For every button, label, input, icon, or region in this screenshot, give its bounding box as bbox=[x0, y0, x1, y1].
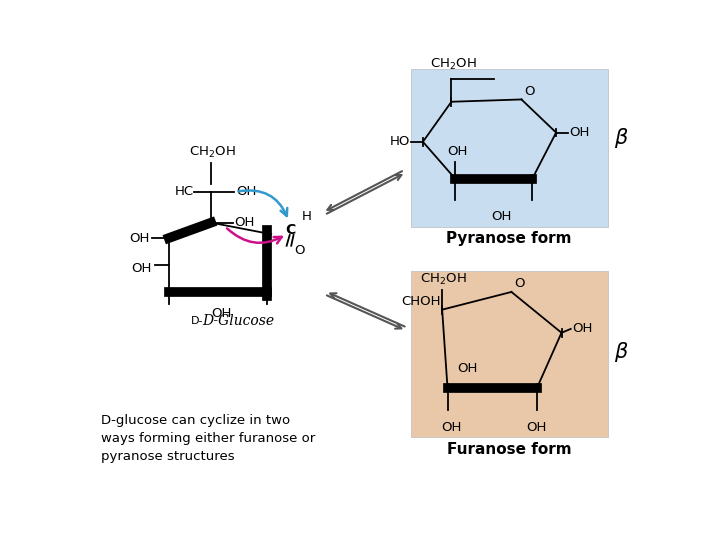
Text: OH: OH bbox=[441, 421, 462, 434]
Text: OH: OH bbox=[235, 185, 256, 198]
Text: D-Glucose: D-Glucose bbox=[202, 314, 274, 328]
Text: O: O bbox=[294, 244, 305, 257]
Text: CH$_2$OH: CH$_2$OH bbox=[430, 57, 476, 72]
Text: HC: HC bbox=[175, 185, 194, 198]
Text: OH: OH bbox=[132, 262, 152, 275]
Text: OH: OH bbox=[572, 322, 593, 335]
Text: β: β bbox=[614, 342, 627, 362]
Text: OH: OH bbox=[491, 210, 512, 222]
Text: Pyranose form: Pyranose form bbox=[446, 231, 572, 246]
Text: CH$_2$OH: CH$_2$OH bbox=[420, 272, 467, 287]
Text: H: H bbox=[302, 210, 312, 223]
Bar bbox=[411, 69, 608, 226]
Text: OH: OH bbox=[457, 362, 478, 375]
Text: HO: HO bbox=[390, 136, 410, 148]
Text: O: O bbox=[523, 85, 534, 98]
Bar bbox=[411, 271, 608, 437]
FancyArrowPatch shape bbox=[238, 191, 287, 216]
Text: OH: OH bbox=[234, 216, 255, 229]
Text: O: O bbox=[514, 276, 524, 289]
Text: D-: D- bbox=[191, 316, 204, 326]
Text: OH: OH bbox=[570, 126, 590, 139]
Text: OH: OH bbox=[526, 421, 547, 434]
Text: D-glucose can cyclize in two
ways forming either furanose or
pyranose structures: D-glucose can cyclize in two ways formin… bbox=[101, 414, 315, 463]
Text: OH: OH bbox=[211, 307, 231, 320]
Text: β: β bbox=[614, 128, 627, 148]
Text: OH: OH bbox=[447, 145, 467, 158]
Text: C: C bbox=[285, 224, 296, 238]
FancyArrowPatch shape bbox=[227, 228, 282, 244]
Text: CH$_2$OH: CH$_2$OH bbox=[189, 144, 236, 159]
Text: Furanose form: Furanose form bbox=[447, 442, 572, 456]
Text: OH: OH bbox=[129, 232, 150, 245]
Text: CHOH: CHOH bbox=[401, 295, 441, 308]
